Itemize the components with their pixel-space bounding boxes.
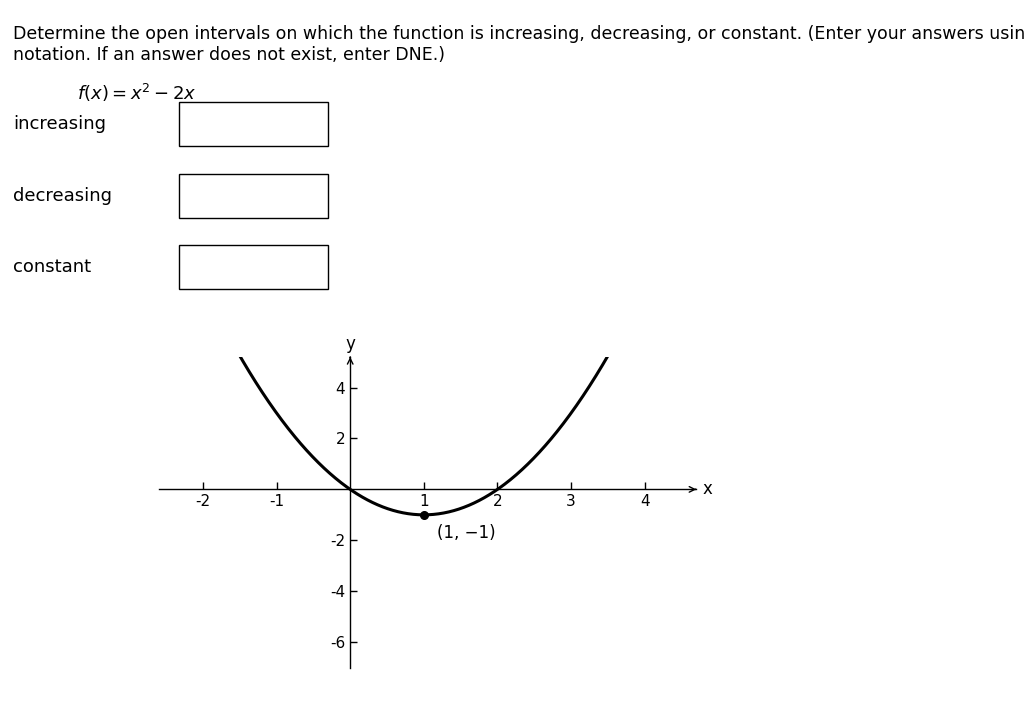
Text: Determine the open intervals on which the function is increasing, decreasing, or: Determine the open intervals on which th… [13,25,1024,43]
Text: decreasing: decreasing [13,186,113,205]
Text: $f(x) = x^2 - 2x$: $f(x) = x^2 - 2x$ [77,82,197,104]
Text: notation. If an answer does not exist, enter DNE.): notation. If an answer does not exist, e… [13,46,445,64]
Text: constant: constant [13,258,91,276]
Text: (1, −1): (1, −1) [437,524,496,542]
Text: x: x [702,481,712,498]
Text: increasing: increasing [13,115,106,134]
Text: y: y [345,335,355,353]
